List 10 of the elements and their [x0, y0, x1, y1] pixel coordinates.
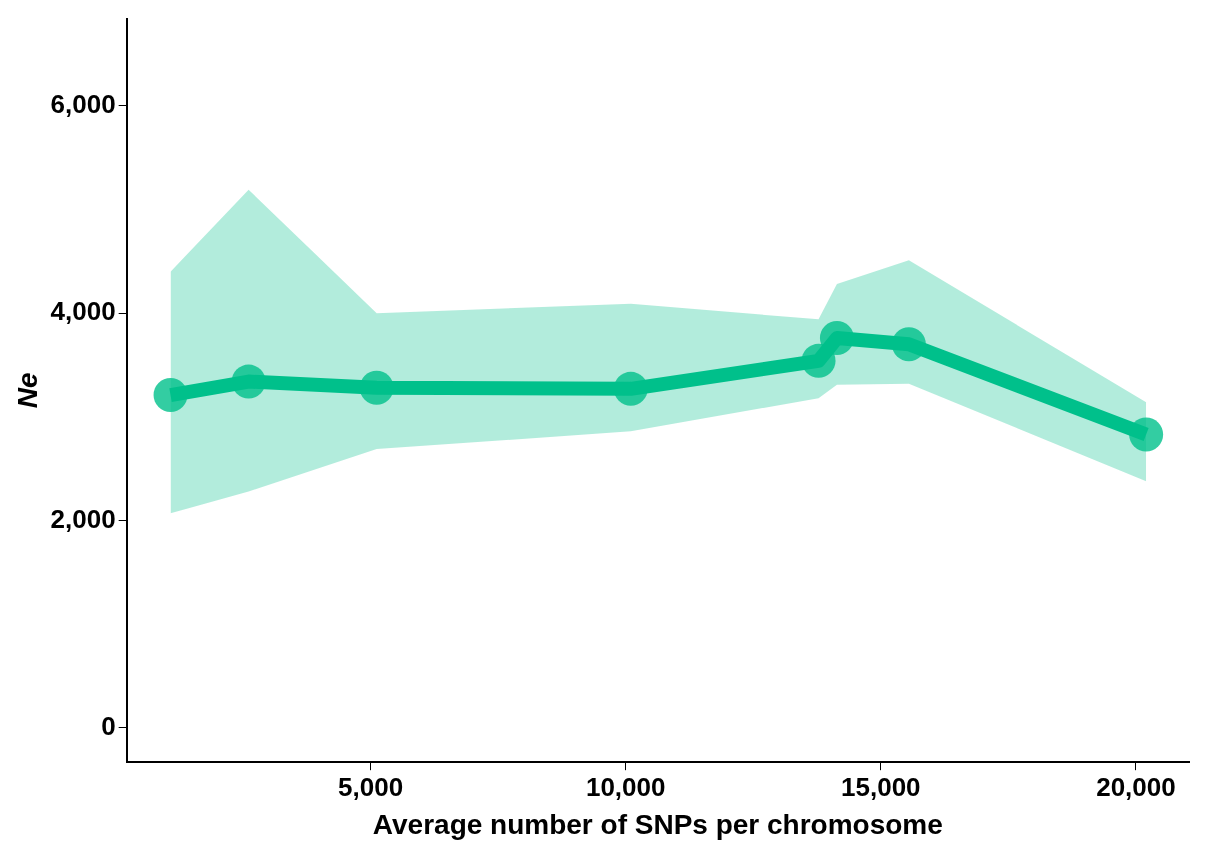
y-tick-label: 4,000 — [50, 296, 116, 327]
y-tick-label: 0 — [101, 711, 116, 742]
x-tick-label: 5,000 — [338, 771, 404, 802]
x-tick-label: 20,000 — [1096, 771, 1176, 802]
y-tick-label: 6,000 — [50, 88, 116, 119]
x-tick-label: 10,000 — [585, 771, 666, 802]
x-tick-label: 15,000 — [841, 771, 921, 802]
y-tick-label: 2,000 — [50, 503, 116, 534]
y-axis-title: Ne — [11, 372, 43, 409]
x-axis-title: Average number of SNPs per chromosome — [372, 808, 943, 840]
